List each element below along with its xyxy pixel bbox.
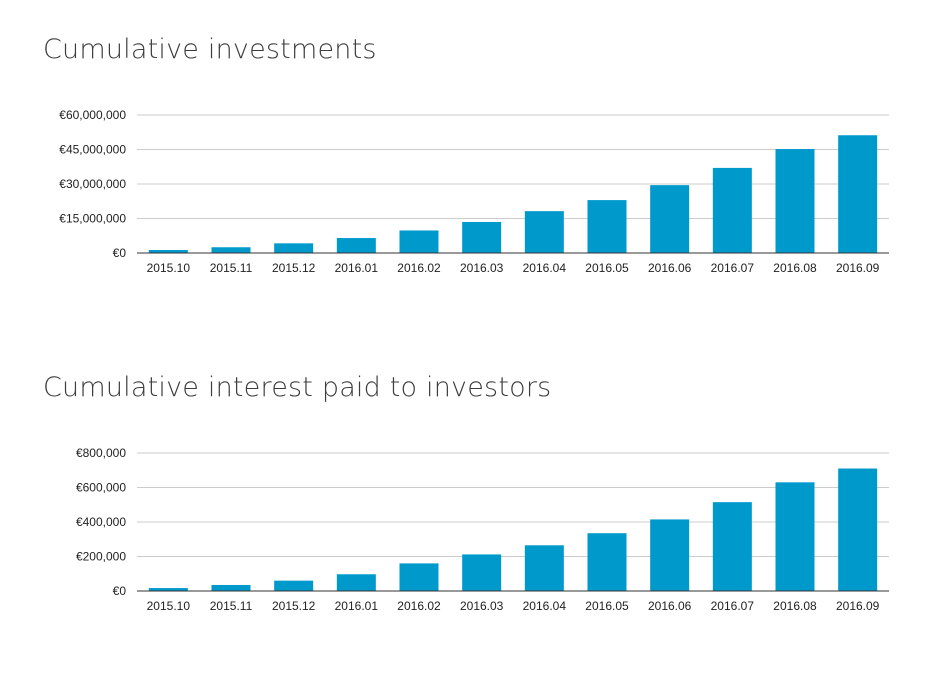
x-tick-label: 2016.06: [648, 261, 692, 275]
chart-title: Cumulative interest paid to investors: [43, 372, 552, 403]
bar: [775, 149, 815, 253]
y-tick-label: €30,000,000: [59, 177, 126, 191]
bar: [650, 185, 690, 253]
bar: [524, 545, 564, 591]
y-tick-label: €800,000: [76, 446, 126, 460]
x-tick-label: 2016.09: [836, 599, 880, 613]
bar-chart-plot: €0 €15,000,000 €30,000,000 €45,000,000 €60,0…: [59, 108, 889, 275]
bar: [524, 211, 564, 253]
x-tick-label: 2016.04: [523, 599, 567, 613]
bar: [587, 200, 627, 253]
bar: [274, 580, 314, 591]
x-tick-label: 2016.02: [397, 599, 441, 613]
x-tick-label: 2015.12: [272, 261, 316, 275]
y-tick-label: €400,000: [76, 515, 126, 529]
y-tick-label: €60,000,000: [59, 108, 126, 122]
bar: [336, 574, 376, 591]
x-tick-label: 2016.08: [773, 261, 817, 275]
bar: [838, 468, 878, 591]
bar: [211, 247, 251, 253]
x-tick-label: 2016.04: [523, 261, 567, 275]
x-tick-label: 2015.10: [147, 599, 191, 613]
x-tick-label: 2016.05: [585, 599, 629, 613]
x-tick-label: 2016.06: [648, 599, 692, 613]
x-tick-label: 2016.03: [460, 599, 504, 613]
chart-cumulative-investments: Cumulative investments €0 €15,000,000 €30,…: [0, 0, 925, 300]
y-tick-label: €15,000,000: [59, 212, 126, 226]
y-tick-label: €0: [113, 246, 127, 260]
bar: [462, 221, 502, 253]
y-tick-label: €45,000,000: [59, 143, 126, 157]
y-tick-label: €600,000: [76, 481, 126, 495]
x-tick-label: 2016.02: [397, 261, 441, 275]
x-tick-label: 2016.01: [335, 261, 379, 275]
bar: [148, 588, 188, 591]
x-tick-label: 2016.09: [836, 261, 880, 275]
x-tick-label: 2016.07: [711, 261, 755, 275]
x-tick-label: 2015.10: [147, 261, 191, 275]
y-tick-label: €200,000: [76, 550, 126, 564]
x-tick-label: 2016.01: [335, 599, 379, 613]
bar: [775, 482, 815, 591]
x-tick-label: 2016.08: [773, 599, 817, 613]
bar: [211, 584, 251, 591]
x-tick-label: 2015.11: [210, 599, 253, 613]
x-tick-label: 2015.11: [210, 261, 253, 275]
bar-chart-plot: €0 €200,000 €400,000 €600,000 €800,000 2015.1…: [76, 446, 889, 613]
chart-title: Cumulative investments: [43, 34, 377, 65]
x-tick-label: 2015.12: [272, 599, 316, 613]
bar: [462, 554, 502, 591]
y-tick-label: €0: [113, 584, 127, 598]
bar: [148, 250, 188, 253]
bar: [399, 563, 439, 591]
bar: [336, 238, 376, 253]
bar: [274, 243, 314, 253]
bar: [650, 519, 690, 591]
x-tick-label: 2016.07: [711, 599, 755, 613]
bar: [399, 230, 439, 253]
bar: [712, 502, 752, 591]
bar: [587, 533, 627, 591]
bar: [838, 135, 878, 253]
bar: [712, 167, 752, 253]
x-tick-label: 2016.03: [460, 261, 504, 275]
chart-cumulative-interest: Cumulative interest paid to investors €0…: [0, 338, 925, 638]
x-tick-label: 2016.05: [585, 261, 629, 275]
